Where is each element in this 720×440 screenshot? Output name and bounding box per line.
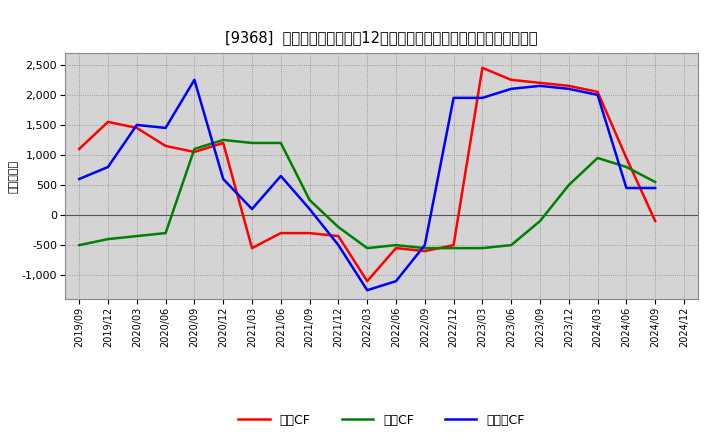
フリーCF — [478, 95, 487, 100]
投資CF — [536, 218, 544, 224]
Line: 営業CF: 営業CF — [79, 68, 655, 281]
フリーCF — [651, 185, 660, 191]
営業CF — [334, 234, 343, 239]
投資CF — [104, 236, 112, 242]
営業CF — [305, 231, 314, 236]
フリーCF — [75, 176, 84, 182]
投資CF — [334, 224, 343, 230]
フリーCF — [593, 92, 602, 98]
投資CF — [593, 155, 602, 161]
投資CF — [276, 140, 285, 146]
投資CF — [622, 165, 631, 170]
投資CF — [478, 246, 487, 251]
フリーCF — [190, 77, 199, 82]
Y-axis label: （百万円）: （百万円） — [9, 159, 19, 193]
投資CF — [363, 246, 372, 251]
フリーCF — [507, 86, 516, 92]
フリーCF — [305, 206, 314, 212]
営業CF — [363, 279, 372, 284]
投資CF — [161, 231, 170, 236]
営業CF — [449, 242, 458, 248]
フリーCF — [132, 122, 141, 128]
フリーCF — [161, 125, 170, 131]
営業CF — [392, 246, 400, 251]
営業CF — [420, 249, 429, 254]
投資CF — [132, 234, 141, 239]
営業CF — [248, 246, 256, 251]
営業CF — [622, 155, 631, 161]
営業CF — [564, 83, 573, 88]
Line: 投資CF: 投資CF — [79, 140, 655, 248]
営業CF — [651, 218, 660, 224]
フリーCF — [248, 206, 256, 212]
投資CF — [449, 246, 458, 251]
Title: [9368]  キャッシュフローの12か月移動合計の対前年同期増減額の推移: [9368] キャッシュフローの12か月移動合計の対前年同期増減額の推移 — [225, 29, 538, 45]
Line: フリーCF: フリーCF — [79, 80, 655, 290]
フリーCF — [420, 242, 429, 248]
営業CF — [104, 119, 112, 125]
投資CF — [420, 246, 429, 251]
フリーCF — [392, 279, 400, 284]
営業CF — [276, 231, 285, 236]
投資CF — [219, 137, 228, 143]
投資CF — [507, 242, 516, 248]
投資CF — [305, 198, 314, 203]
投資CF — [392, 242, 400, 248]
営業CF — [219, 140, 228, 146]
フリーCF — [334, 242, 343, 248]
Legend: 営業CF, 投資CF, フリーCF: 営業CF, 投資CF, フリーCF — [233, 409, 530, 432]
投資CF — [651, 180, 660, 185]
フリーCF — [104, 165, 112, 170]
投資CF — [75, 242, 84, 248]
フリーCF — [276, 173, 285, 179]
営業CF — [507, 77, 516, 82]
営業CF — [75, 147, 84, 152]
営業CF — [161, 143, 170, 149]
投資CF — [564, 182, 573, 187]
営業CF — [536, 80, 544, 85]
営業CF — [478, 65, 487, 70]
フリーCF — [363, 288, 372, 293]
営業CF — [132, 125, 141, 131]
投資CF — [190, 147, 199, 152]
フリーCF — [449, 95, 458, 100]
フリーCF — [219, 176, 228, 182]
フリーCF — [564, 86, 573, 92]
投資CF — [248, 140, 256, 146]
フリーCF — [536, 83, 544, 88]
営業CF — [190, 149, 199, 154]
営業CF — [593, 89, 602, 95]
フリーCF — [622, 185, 631, 191]
